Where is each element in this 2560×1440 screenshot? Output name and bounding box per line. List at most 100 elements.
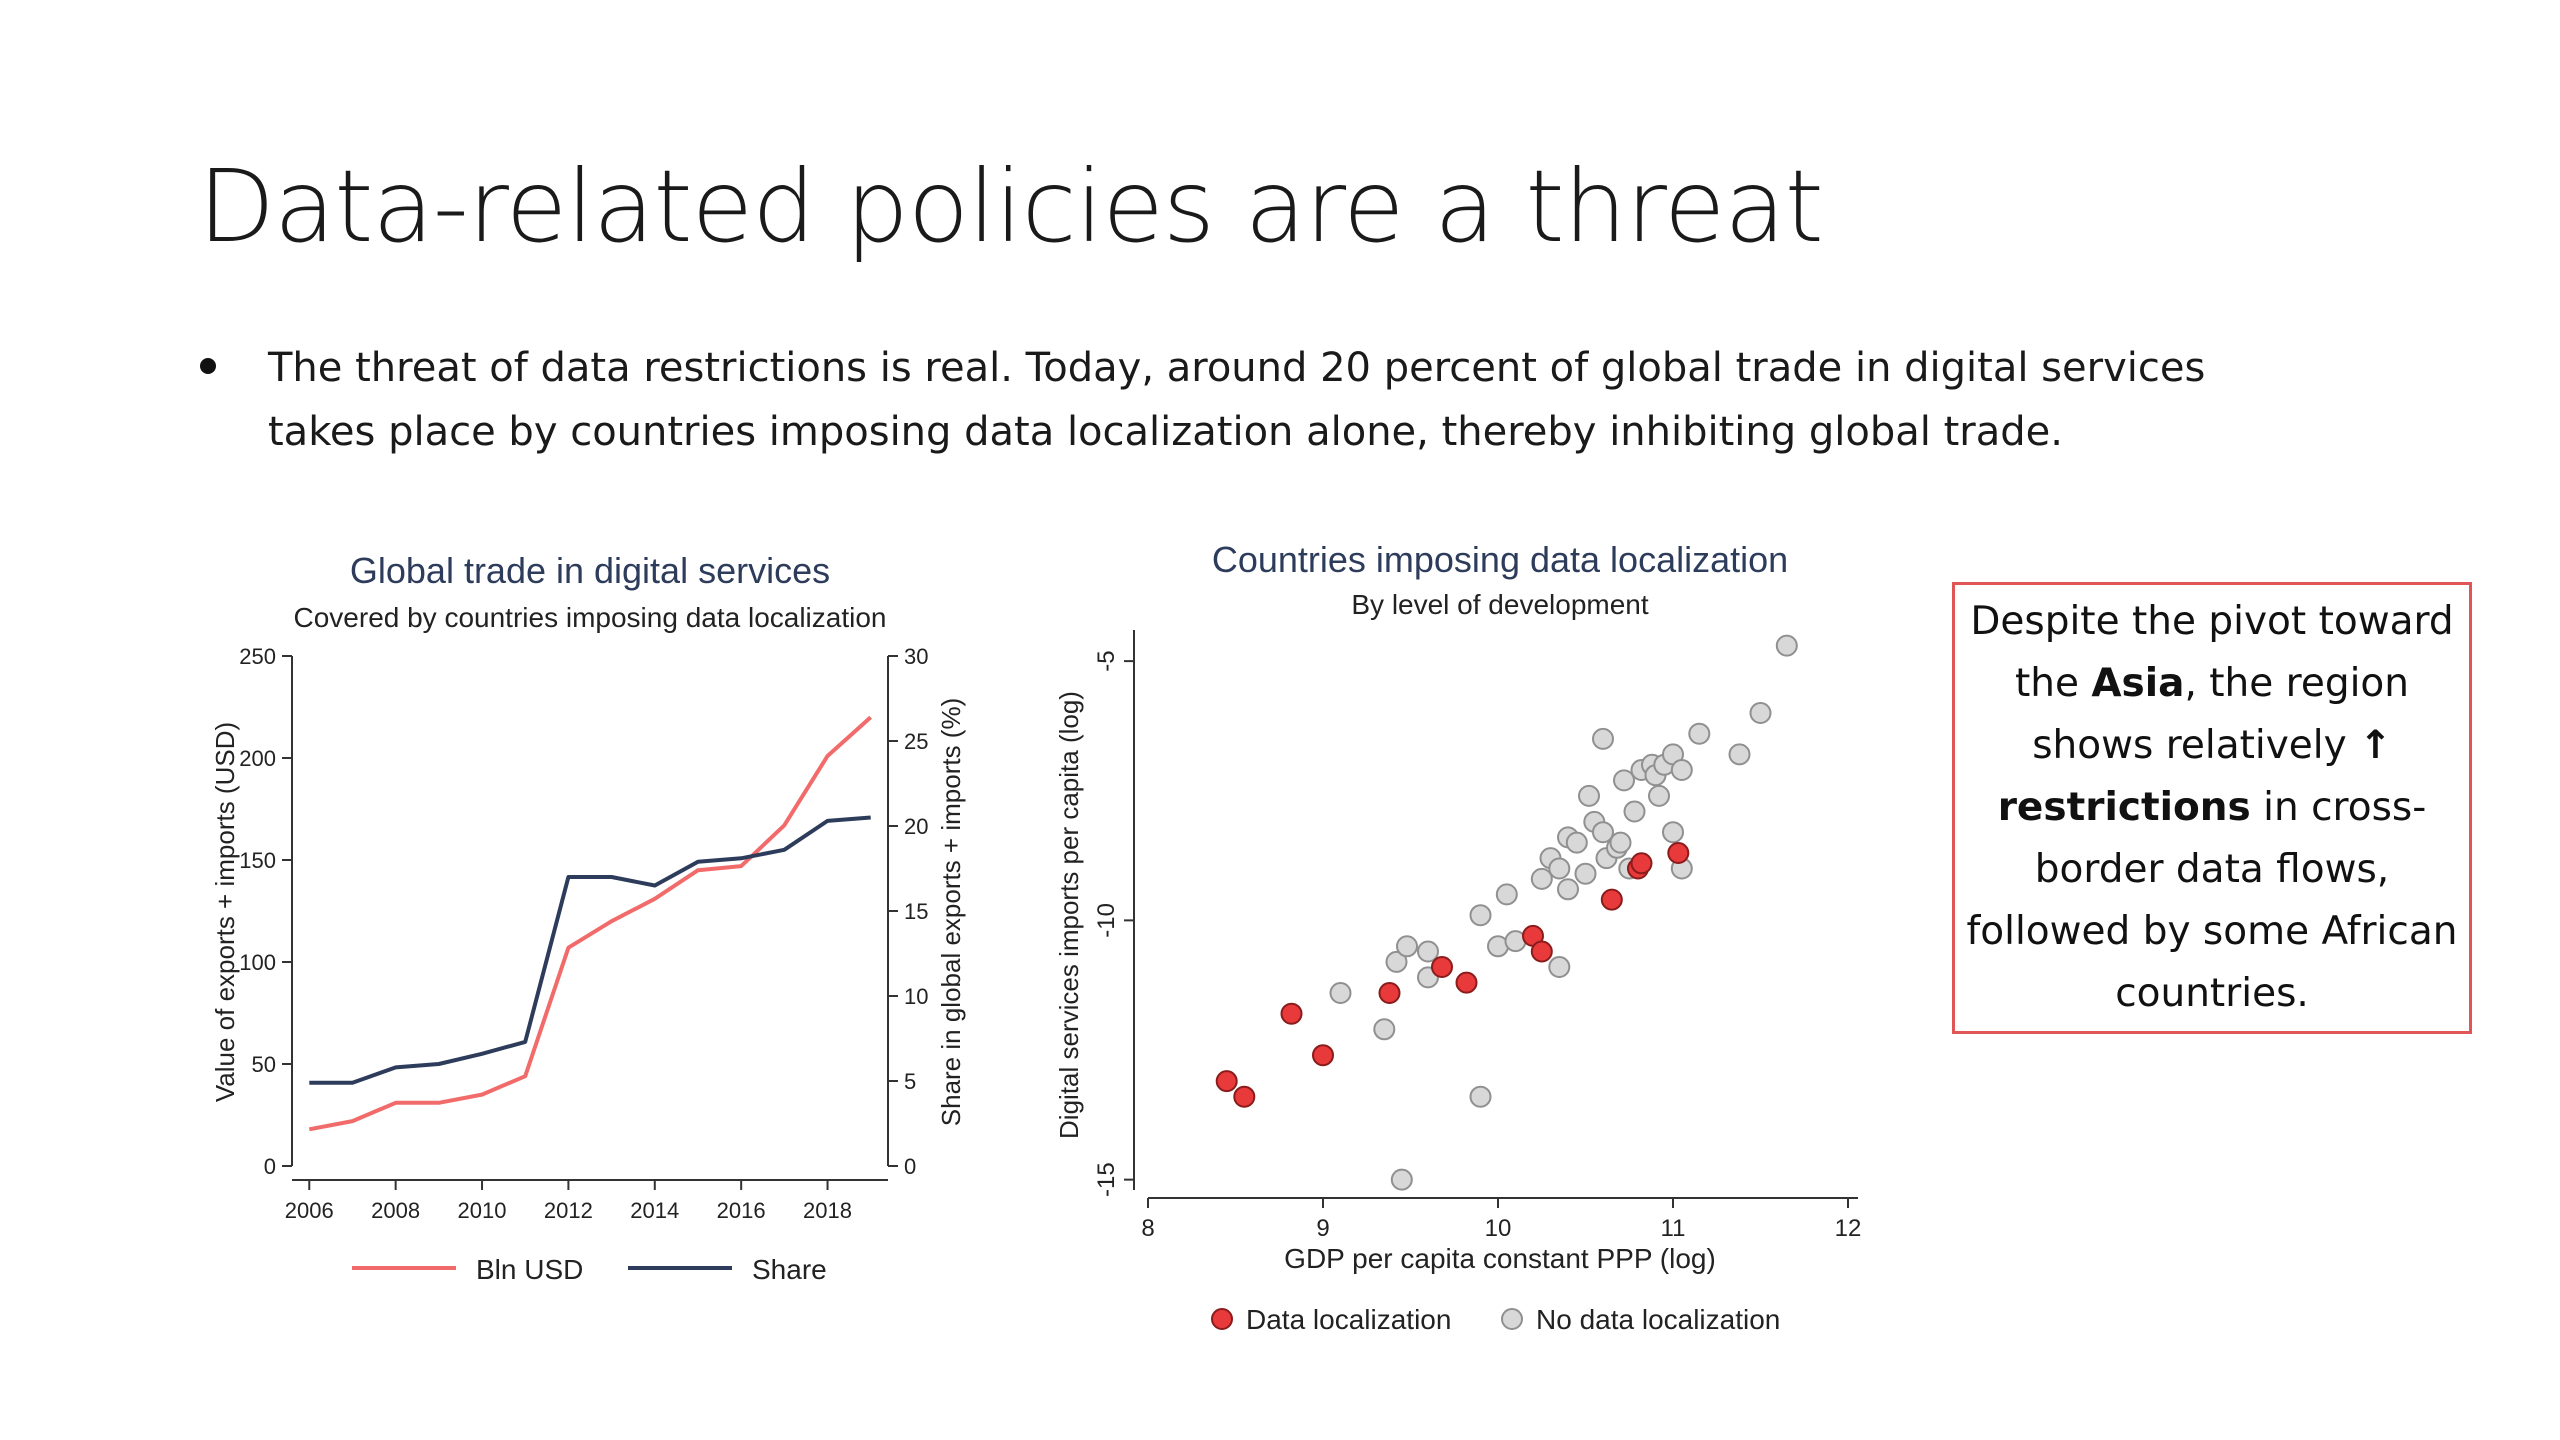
scatter-point-no-data-localization <box>1688 722 1711 745</box>
scatter-point-no-data-localization <box>1373 1018 1396 1041</box>
scatter-point-no-data-localization <box>1662 821 1684 844</box>
scatter-points <box>1215 634 1798 1191</box>
scatter-point-no-data-localization <box>1613 769 1635 792</box>
callout-highlight-asia: Asia <box>2091 661 2185 706</box>
right-y-tick-label: 0 <box>904 1154 916 1179</box>
scatter-point-no-data-localization <box>1329 982 1352 1004</box>
scatter-chart-title: Countries imposing data localization <box>1212 539 1788 580</box>
line-chart-x-ticks: 2006 2008 2010 2012 2014 2016 2018 <box>285 1180 852 1223</box>
callout-text-part-1: Despite the pivot toward the <box>1970 599 2454 706</box>
scatter-point-no-data-localization <box>1557 878 1579 901</box>
right-y-tick-label: 30 <box>904 644 928 669</box>
line-chart-series <box>308 715 873 1132</box>
scatter-y-tick-label: -10 <box>1093 903 1120 938</box>
scatter-y-tick-label: -15 <box>1093 1162 1120 1197</box>
legend-no-data-localization-label: No data localization <box>1536 1304 1780 1335</box>
right-y-ticks: 0 5 10 15 20 25 30 <box>888 644 928 1179</box>
legend-no-data-localization-marker <box>1501 1308 1523 1330</box>
scatter-chart-subtitle: By level of development <box>1351 589 1649 620</box>
scatter-point-data-localization <box>1431 956 1453 978</box>
scatter-point-no-data-localization <box>1623 800 1646 823</box>
scatter-x-tick-label: 12 <box>1835 1215 1862 1242</box>
scatter-point-no-data-localization <box>1565 831 1588 854</box>
scatter-point-no-data-localization <box>1548 956 1571 978</box>
scatter-x-tick-label: 8 <box>1141 1215 1154 1242</box>
scatter-y-axis-label: Digital services imports per capita (log… <box>1054 691 1084 1139</box>
right-y-tick-label: 5 <box>904 1069 916 1094</box>
scatter-x-axis-label: GDP per capita constant PPP (log) <box>1284 1243 1716 1274</box>
scatter-point-no-data-localization <box>1390 1168 1413 1191</box>
scatter-point-no-data-localization <box>1648 784 1670 807</box>
line-chart-title: Global trade in digital services <box>350 550 830 591</box>
scatter-point-no-data-localization <box>1469 904 1492 927</box>
scatter-point-no-data-localization <box>1396 935 1418 958</box>
left-y-axis-label: Value of exports + imports (USD) <box>210 722 240 1102</box>
scatter-point-data-localization <box>1215 1070 1238 1093</box>
series-line-bln-usd <box>308 715 873 1132</box>
line-chart: Global trade in digital services Covered… <box>210 550 966 1285</box>
right-y-tick-label: 25 <box>904 729 928 754</box>
scatter-point-data-localization <box>1455 971 1478 994</box>
scatter-x-tick-label: 11 <box>1661 1215 1686 1242</box>
scatter-point-no-data-localization <box>1574 862 1597 885</box>
legend-data-localization-marker <box>1211 1308 1233 1330</box>
scatter-point-data-localization <box>1667 842 1690 864</box>
scatter-y-ticks: -15 -10 -5 <box>1093 650 1134 1197</box>
callout-text-part-3: in cross-border data flows, followed by … <box>1966 785 2458 1016</box>
line-x-tick-label: 2010 <box>458 1198 507 1223</box>
line-x-tick-label: 2006 <box>285 1198 334 1223</box>
bullet-dot <box>200 358 216 374</box>
scatter-point-no-data-localization <box>1670 759 1693 781</box>
scatter-chart: Countries imposing data localization By … <box>1054 539 1861 1335</box>
scatter-point-no-data-localization <box>1548 857 1571 880</box>
scatter-x-tick-label: 10 <box>1485 1215 1512 1242</box>
scatter-y-tick-label: -5 <box>1093 650 1120 671</box>
callout-box: Despite the pivot toward the Asia, the r… <box>1952 582 2472 1034</box>
scatter-point-data-localization <box>1530 940 1553 963</box>
scatter-point-data-localization <box>1630 852 1653 875</box>
scatter-point-no-data-localization <box>1592 727 1614 750</box>
line-chart-subtitle: Covered by countries imposing data local… <box>294 602 887 633</box>
callout-text-part-2: , the region shows relatively <box>2032 661 2410 768</box>
scatter-point-no-data-localization <box>1417 940 1439 963</box>
left-y-ticks: 0 50 100 150 200 250 <box>239 644 292 1179</box>
scatter-point-data-localization <box>1312 1044 1334 1067</box>
scatter-point-no-data-localization <box>1385 950 1408 973</box>
line-x-tick-label: 2012 <box>544 1198 593 1223</box>
scatter-point-data-localization <box>1233 1085 1256 1108</box>
left-y-tick-label: 150 <box>239 848 276 873</box>
scatter-point-no-data-localization <box>1469 1085 1492 1108</box>
scatter-x-tick-label: 9 <box>1316 1215 1329 1242</box>
left-y-tick-label: 250 <box>239 644 276 669</box>
left-y-tick-label: 200 <box>239 746 276 771</box>
callout-highlight-restrictions: restrictions <box>1997 785 2251 830</box>
line-x-tick-label: 2014 <box>630 1198 679 1223</box>
scatter-point-data-localization <box>1600 888 1623 911</box>
scatter-point-no-data-localization <box>1530 867 1553 890</box>
up-arrow-icon: ↑ <box>2359 723 2392 768</box>
right-y-axis-label: Share in global exports + imports (%) <box>936 698 966 1126</box>
right-y-tick-label: 10 <box>904 984 928 1009</box>
series-line-share <box>309 815 871 1085</box>
scatter-x-ticks: 8 9 10 11 12 <box>1141 1198 1861 1242</box>
right-y-tick-label: 15 <box>904 899 928 924</box>
slide-title: Data-related policies are a threat <box>198 148 1824 265</box>
left-y-tick-label: 0 <box>264 1154 276 1179</box>
scatter-point-data-localization <box>1280 1002 1303 1025</box>
scatter-point-no-data-localization <box>1728 743 1751 766</box>
bullet-text: The threat of data restrictions is real.… <box>268 345 2206 455</box>
scatter-point-no-data-localization <box>1592 821 1614 844</box>
legend-data-localization-label: Data localization <box>1246 1304 1451 1335</box>
scatter-point-no-data-localization <box>1495 883 1518 906</box>
legend-bln-usd-label: Bln USD <box>476 1254 583 1285</box>
left-y-tick-label: 100 <box>239 950 276 975</box>
legend-share-label: Share <box>752 1254 827 1285</box>
scatter-point-no-data-localization <box>1749 702 1772 724</box>
scatter-point-no-data-localization <box>1578 784 1600 807</box>
scatter-point-data-localization <box>1378 982 1401 1004</box>
line-x-tick-label: 2008 <box>371 1198 420 1223</box>
callout-text: Despite the pivot toward the Asia, the r… <box>1955 591 2469 1025</box>
line-x-tick-label: 2016 <box>717 1198 766 1223</box>
scatter-point-no-data-localization <box>1609 831 1632 854</box>
